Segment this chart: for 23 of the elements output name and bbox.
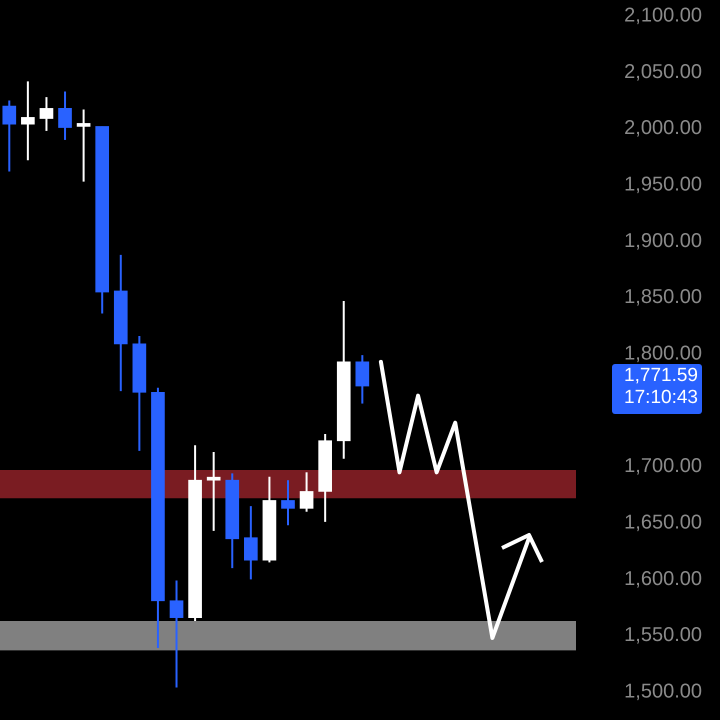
candlestick xyxy=(281,479,295,526)
candlestick xyxy=(58,90,72,141)
candlestick xyxy=(21,80,35,162)
y-tick-label: 1,850.00 xyxy=(624,286,702,308)
y-tick-label: 1,700.00 xyxy=(624,455,702,478)
y-tick-label: 1,550.00 xyxy=(624,624,702,646)
y-tick-label: 1,900.00 xyxy=(624,230,702,252)
y-tick-label: 2,100.00 xyxy=(624,4,702,27)
candlestick xyxy=(244,505,258,580)
candlestick xyxy=(40,96,54,132)
y-tick-label: 2,050.00 xyxy=(624,60,702,83)
y-tick-label: 1,800.00 xyxy=(624,342,702,365)
y-tick-label: 1,650.00 xyxy=(624,512,702,534)
candlestick xyxy=(300,471,314,513)
y-tick-label: 1,600.00 xyxy=(624,568,702,590)
candlestick xyxy=(170,579,184,688)
candlestick xyxy=(76,108,90,183)
candlestick xyxy=(2,100,16,172)
text: 1,771.59 17:10:43 xyxy=(624,365,698,408)
y-tick-label: 2,000.00 xyxy=(624,117,702,140)
y-tick-label: 1,500.00 xyxy=(624,680,702,703)
candlestick xyxy=(206,451,221,532)
y-tick-label: 1,950.00 xyxy=(624,174,702,196)
